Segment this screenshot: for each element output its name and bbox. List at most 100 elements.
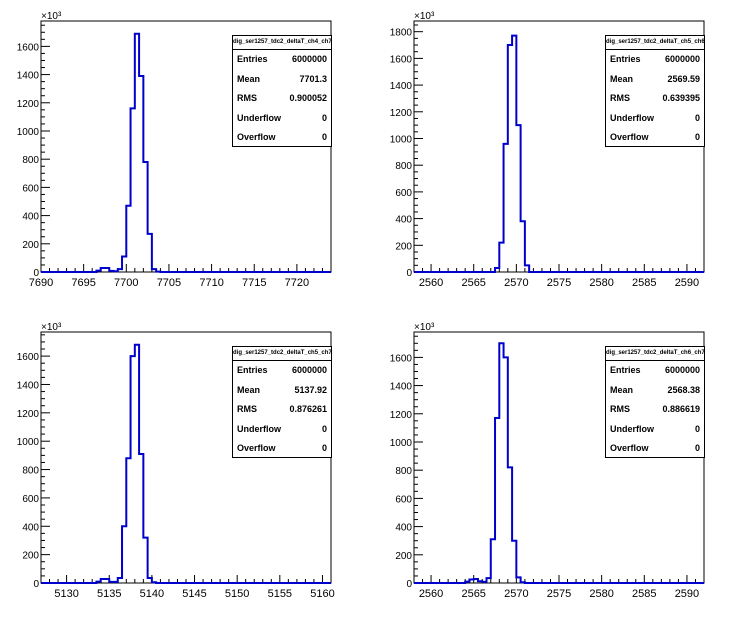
stats-label: RMS [610,93,630,103]
y-tick-label: 1600 [390,353,413,364]
stats-value: 0 [321,423,327,434]
y-tick-label: 400 [395,215,412,226]
stats-row: RMS 0.639395 [606,89,704,109]
stats-label: Underflow [610,112,654,123]
stats-value: 0 [321,112,327,123]
y-tick-label: 1600 [17,42,40,53]
stats-row: RMS 0.900052 [233,89,331,109]
stats-label: Entries [237,54,268,64]
y-tick-label: 0 [406,579,412,590]
stats-value: 6000000 [664,365,700,375]
stats-label: Entries [610,54,641,64]
stats-value: 2568.38 [667,384,700,395]
stats-value: 6000000 [664,54,700,64]
y-exponent-label: ×10³ [41,11,62,22]
stats-row: Overflow 0 [606,128,704,148]
y-tick-label: 600 [395,188,412,199]
histogram-plot: 5130 5135 5140 5145 5150 5155 5160 0 200 400 600 80… [17,322,335,600]
stats-row: Entries 6000000 [233,50,331,70]
stats-value: 0.639395 [662,93,700,103]
y-tick-label: 800 [395,466,412,477]
y-tick-label: 1000 [17,127,40,138]
stats-row: Overflow 0 [606,439,704,459]
stats-label: Mean [237,384,261,395]
histogram-panel-ch5-ch7: 5130 5135 5140 5145 5150 5155 5160 0 200 400 600 80… [0,311,373,622]
stats-value: 7701.3 [299,73,327,84]
x-tick-label: 2580 [589,588,613,600]
stats-row: Entries 6000000 [233,361,331,381]
stats-row: Entries 6000000 [606,50,704,70]
y-tick-label: 1000 [390,438,413,449]
stats-value: 0.900052 [289,93,327,103]
stats-label: Overflow [610,443,649,453]
x-tick-label: 7715 [242,277,266,289]
y-tick-label: 1400 [17,380,40,391]
stats-label: Underflow [610,423,654,434]
x-tick-label: 2570 [504,588,528,600]
y-tick-label: 1600 [390,54,413,65]
y-tick-label: 800 [22,466,39,477]
stats-value: 0.886619 [662,404,700,414]
y-tick-label: 400 [22,212,39,223]
histogram-outline [41,32,331,273]
y-tick-label: 1600 [17,352,40,363]
y-tick-label: 1400 [17,71,40,82]
x-tick-label: 7690 [29,277,53,289]
stats-label: Overflow [237,443,276,453]
histogram-outline [414,342,704,584]
y-tick-label: 1800 [390,28,413,39]
stats-value: 6000000 [291,365,327,375]
histogram-panel-ch5-ch6: 2560 2565 2570 2575 2580 2585 2590 0 200 400 600 80… [373,0,746,311]
stats-row: Overflow 0 [233,128,331,148]
stats-row: RMS 0.876261 [233,400,331,420]
stats-row: Underflow 0 [606,109,704,129]
stats-histogram-name: dig_ser1257_tdc2_deltaT_ch6_ch7 [606,347,704,361]
y-tick-label: 1400 [390,382,413,393]
stats-box: dig_ser1257_tdc2_deltaT_ch5_ch7 Entries 60… [232,346,332,458]
stats-box: dig_ser1257_tdc2_deltaT_ch6_ch7 Entries 60… [605,346,705,458]
y-tick-label: 600 [22,183,39,194]
stats-label: Mean [237,73,261,84]
y-tick-label: 1000 [390,134,413,145]
x-tick-label: 2580 [589,277,613,289]
stats-value: 6000000 [291,54,327,64]
x-tick-label: 7700 [114,277,138,289]
x-tick-label: 5160 [310,588,334,600]
y-tick-label: 1400 [390,81,413,92]
stats-label: Underflow [237,423,281,434]
y-tick-label: 600 [395,494,412,505]
y-tick-label: 200 [22,240,39,251]
stats-histogram-name: dig_ser1257_tdc2_deltaT_ch4_ch7 [233,36,331,50]
y-tick-label: 1000 [17,437,40,448]
stats-row: Underflow 0 [606,420,704,440]
y-tick-label: 1200 [17,409,40,420]
stats-value: 0 [321,443,327,453]
stats-label: RMS [237,404,257,414]
histogram-plot: 2560 2565 2570 2575 2580 2585 2590 0 200 400 600 80… [390,11,705,289]
x-tick-label: 2560 [419,277,443,289]
histogram-outline [41,343,331,584]
y-tick-label: 0 [406,268,412,279]
y-tick-label: 200 [395,551,412,562]
x-tick-label: 5155 [268,588,292,600]
x-tick-label: 2585 [632,588,656,600]
stats-value: 0.876261 [289,404,327,414]
stats-row: Mean 7701.3 [233,70,331,90]
y-tick-label: 600 [22,494,39,505]
x-tick-label: 2590 [675,588,699,600]
y-tick-label: 0 [33,579,39,590]
stats-label: Mean [610,73,634,84]
stats-label: Entries [237,365,268,375]
y-exponent-label: ×10³ [414,11,435,22]
y-tick-label: 1200 [390,410,413,421]
y-tick-label: 400 [22,522,39,533]
x-tick-label: 2575 [547,588,571,600]
stats-label: Underflow [237,112,281,123]
stats-histogram-name: dig_ser1257_tdc2_deltaT_ch5_ch6 [606,36,704,50]
stats-value: 0 [321,132,327,142]
stats-row: Underflow 0 [233,109,331,129]
stats-label: Mean [610,384,634,395]
y-tick-label: 400 [395,523,412,534]
x-tick-label: 2565 [461,588,485,600]
x-tick-label: 2575 [547,277,571,289]
